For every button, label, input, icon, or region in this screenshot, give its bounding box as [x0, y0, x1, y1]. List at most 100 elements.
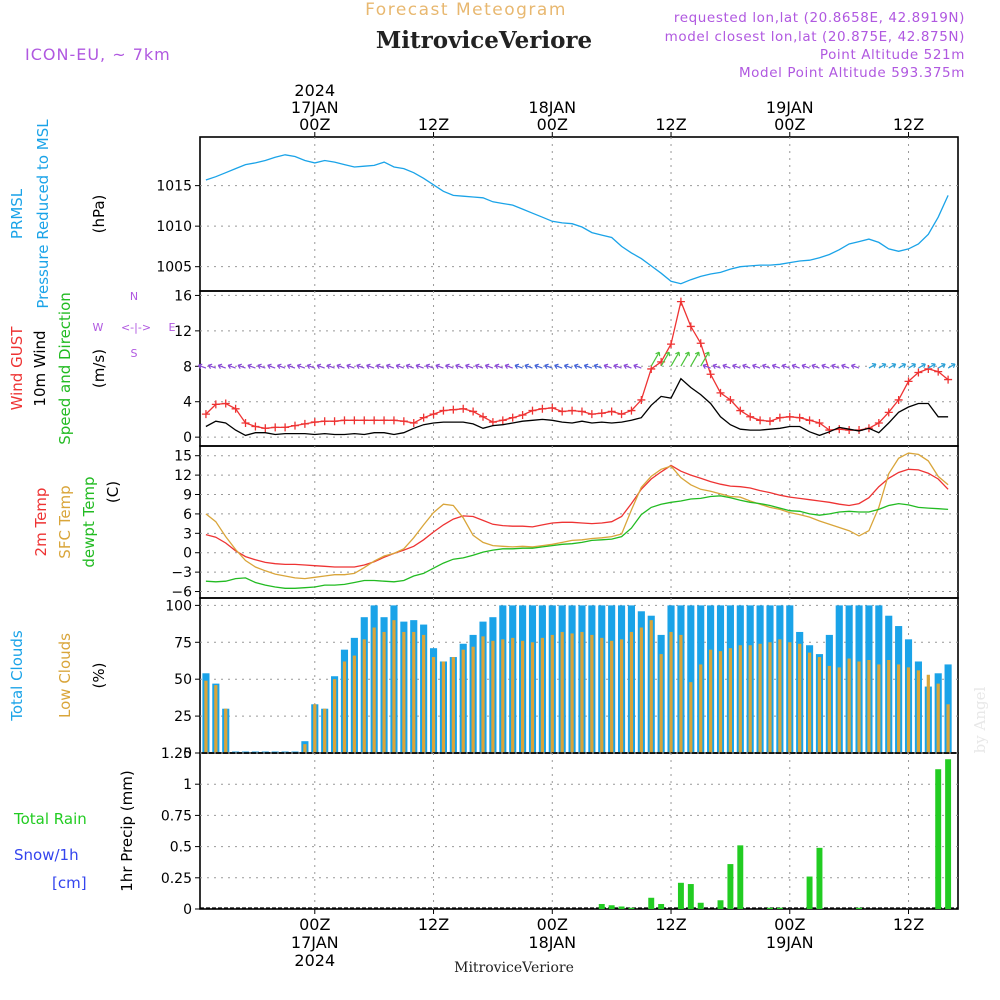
wind-arrow-head — [465, 363, 470, 369]
temperature-ylabel: dewpt Temp — [80, 476, 98, 567]
wind-arrow — [534, 364, 543, 369]
compass-arrows: <-|-> — [121, 321, 151, 334]
wind-arrow-head — [435, 363, 440, 369]
wind-arrow — [700, 351, 710, 367]
low-cloud-bar — [738, 645, 742, 753]
gust-marker — [637, 395, 646, 404]
precip-ytick-label: 0 — [183, 902, 192, 918]
panel-precip: 0 0.25 0.5 0.75 1 1.25 — [161, 746, 959, 918]
model-altitude: Model Point Altitude 593.375m — [739, 65, 965, 81]
wind-arrow — [475, 364, 484, 369]
gust-marker — [419, 413, 428, 422]
wind-ytick-label: 16 — [174, 288, 192, 304]
low-cloud-bar — [491, 640, 495, 753]
low-cloud-bar — [649, 620, 653, 753]
gust-marker — [439, 406, 448, 415]
precip-bar — [767, 907, 773, 909]
low-cloud-bar — [906, 667, 911, 753]
bottom-time-label: 00Z — [774, 915, 805, 934]
clouds-ylabel: Total Clouds — [8, 630, 26, 722]
wind-arrow — [680, 351, 690, 367]
wind-arrow — [307, 364, 315, 369]
wind-arrow-head — [346, 363, 351, 369]
wind-ylabel: Wind GUST — [8, 326, 26, 411]
wind-arrow-head — [425, 363, 431, 369]
wind-arrow-head — [415, 363, 421, 369]
low-cloud-bar — [946, 704, 950, 753]
bottom-time-label: 00Z — [537, 915, 568, 934]
gust-marker — [706, 370, 715, 379]
point-altitude: Point Altitude 521m — [820, 47, 965, 63]
low-cloud-bar — [214, 685, 218, 753]
wind-arrow-head — [742, 363, 747, 369]
low-cloud-bar — [778, 639, 782, 753]
wind-arrow-head — [296, 363, 302, 369]
gust-marker — [785, 412, 794, 421]
low-cloud-bar — [689, 682, 693, 753]
low-cloud-bar — [332, 679, 337, 753]
temperature-ytick-label: 12 — [174, 468, 192, 484]
precip-bar — [628, 907, 635, 909]
precip-bar — [935, 769, 942, 909]
temperature-unit: (C) — [104, 481, 122, 503]
wind-direction-arrows — [197, 351, 956, 369]
low-cloud-bar — [550, 634, 554, 753]
gust-marker — [360, 416, 369, 425]
gust-marker — [389, 416, 398, 425]
gust-marker — [241, 418, 250, 427]
wind-arrow-head — [277, 363, 282, 369]
wind-arrow-head — [217, 363, 223, 369]
wind-arrow — [554, 364, 563, 369]
gust-marker — [716, 388, 725, 397]
gust-marker — [380, 416, 389, 425]
wind-arrow-head — [603, 363, 609, 369]
watermark: by Angel — [971, 686, 989, 753]
gust-marker — [795, 413, 804, 422]
footer-station: MitroviceVeriore — [454, 960, 574, 976]
wind-arrow-head — [931, 363, 936, 368]
chart-panels: 1005101010150481216−6−303691215025507510… — [156, 137, 959, 918]
gust-marker — [904, 377, 913, 386]
bottom-time-label: 19JAN — [766, 933, 814, 952]
wind-arrow — [277, 364, 286, 369]
low-cloud-bar — [837, 667, 841, 753]
wind-arrow-head — [286, 363, 292, 369]
temperature-line-2 — [205, 495, 949, 589]
gust-marker — [251, 422, 260, 431]
temperature-ytick-label: −3 — [171, 565, 192, 581]
precip-bar — [806, 876, 813, 909]
wind-arrow-head — [921, 363, 926, 368]
wind-arrow-head — [911, 363, 916, 368]
wind-arrow — [878, 363, 887, 369]
wind-arrow-head — [702, 363, 708, 369]
wind-arrow — [762, 364, 771, 369]
wind-arrow — [928, 363, 936, 369]
wind-arrow — [287, 364, 296, 369]
wind-arrow — [650, 351, 660, 367]
low-cloud-bar — [323, 708, 327, 753]
wind-arrow-head — [685, 351, 690, 357]
low-cloud-bar — [936, 683, 940, 753]
low-cloud-bar — [639, 627, 643, 753]
precip-ytick-label: 0.75 — [161, 808, 192, 824]
wind-arrow — [366, 364, 375, 369]
clouds-unit: (%) — [90, 663, 108, 689]
gust-marker — [221, 399, 230, 408]
gust-marker — [775, 413, 784, 422]
top-time-label: 2024 — [294, 81, 335, 100]
wind-arrow — [435, 364, 444, 369]
wind-arrow — [670, 351, 680, 367]
bottom-time-label: 12Z — [655, 915, 686, 934]
wind-arrow — [603, 364, 612, 369]
precip-bar — [608, 905, 615, 909]
bottom-time-label: 12Z — [893, 915, 924, 934]
wind-arrow — [227, 364, 236, 369]
compass-e: E — [169, 321, 176, 334]
wind-line-0 — [205, 299, 949, 431]
wind-arrow-head — [781, 363, 787, 369]
gust-marker — [568, 406, 577, 415]
precip-ytick-label: 0.25 — [161, 871, 192, 887]
wind-arrow — [772, 364, 781, 369]
low-cloud-bar — [916, 670, 921, 753]
